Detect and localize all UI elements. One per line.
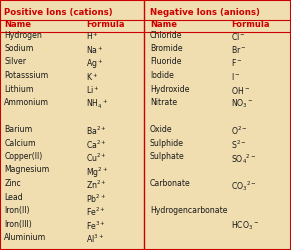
Text: H$^+$: H$^+$ [86,30,99,42]
Text: Ba$^{2+}$: Ba$^{2+}$ [86,125,107,138]
Text: Nitrate: Nitrate [150,98,177,107]
Text: Zn$^{2+}$: Zn$^{2+}$ [86,179,107,192]
Text: F$^-$: F$^-$ [231,58,243,68]
Text: Sulphate: Sulphate [150,152,184,161]
Text: Zinc: Zinc [4,179,21,188]
Text: K$^+$: K$^+$ [86,71,98,83]
Text: O$^{2-}$: O$^{2-}$ [231,125,248,138]
Text: Sulphide: Sulphide [150,138,184,147]
Text: Iodide: Iodide [150,71,174,80]
Text: Al$^{3+}$: Al$^{3+}$ [86,233,104,245]
Text: HCO$_3$$^-$: HCO$_3$$^-$ [231,220,260,232]
Text: Lead: Lead [4,192,23,202]
Text: Barium: Barium [4,125,33,134]
Text: Ca$^{2+}$: Ca$^{2+}$ [86,138,107,151]
Text: Name: Name [4,20,31,29]
Text: NH$_4$$^+$: NH$_4$$^+$ [86,98,108,111]
Text: Hydrogen: Hydrogen [4,30,42,40]
Text: Hydrogencarbonate: Hydrogencarbonate [150,206,227,215]
Text: Calcium: Calcium [4,138,36,147]
Text: Oxide: Oxide [150,125,173,134]
Text: Fe$^{3+}$: Fe$^{3+}$ [86,220,106,232]
Text: Name: Name [150,20,177,29]
Text: Mg$^{2+}$: Mg$^{2+}$ [86,166,108,180]
Text: Bromide: Bromide [150,44,182,53]
Text: Hydroxide: Hydroxide [150,84,189,94]
Text: Positive Ions (cations): Positive Ions (cations) [4,8,113,17]
Text: NO$_3$$^-$: NO$_3$$^-$ [231,98,254,110]
Text: Carbonate: Carbonate [150,179,191,188]
Text: I$^-$: I$^-$ [231,71,241,82]
Text: Formula: Formula [231,20,270,29]
Text: OH$^-$: OH$^-$ [231,84,250,96]
Text: Chloride: Chloride [150,30,182,40]
Text: Pb$^{2+}$: Pb$^{2+}$ [86,192,106,205]
Text: Fluoride: Fluoride [150,58,181,66]
Text: Negative Ions (anions): Negative Ions (anions) [150,8,260,17]
Text: Fe$^{2+}$: Fe$^{2+}$ [86,206,106,218]
Text: Br$^-$: Br$^-$ [231,44,247,55]
Text: Lithium: Lithium [4,84,34,94]
Text: Sodium: Sodium [4,44,34,53]
Text: Li$^+$: Li$^+$ [86,84,100,96]
Text: Formula: Formula [86,20,124,29]
Text: Na$^+$: Na$^+$ [86,44,104,56]
Text: Cl$^-$: Cl$^-$ [231,30,246,42]
Text: Iron(III): Iron(III) [4,220,32,228]
Text: Magnesium: Magnesium [4,166,49,174]
Text: Ag$^+$: Ag$^+$ [86,58,103,71]
Text: Iron(II): Iron(II) [4,206,30,215]
Text: Potasssium: Potasssium [4,71,49,80]
Text: CO$_3$$^{2-}$: CO$_3$$^{2-}$ [231,179,257,193]
Text: Copper(II): Copper(II) [4,152,42,161]
Text: SO$_4$$^{2-}$: SO$_4$$^{2-}$ [231,152,257,166]
Text: Aluminium: Aluminium [4,233,47,242]
Text: Cu$^{2+}$: Cu$^{2+}$ [86,152,107,164]
Text: S$^{2-}$: S$^{2-}$ [231,138,247,151]
Text: Ammonium: Ammonium [4,98,49,107]
Text: Silver: Silver [4,58,26,66]
